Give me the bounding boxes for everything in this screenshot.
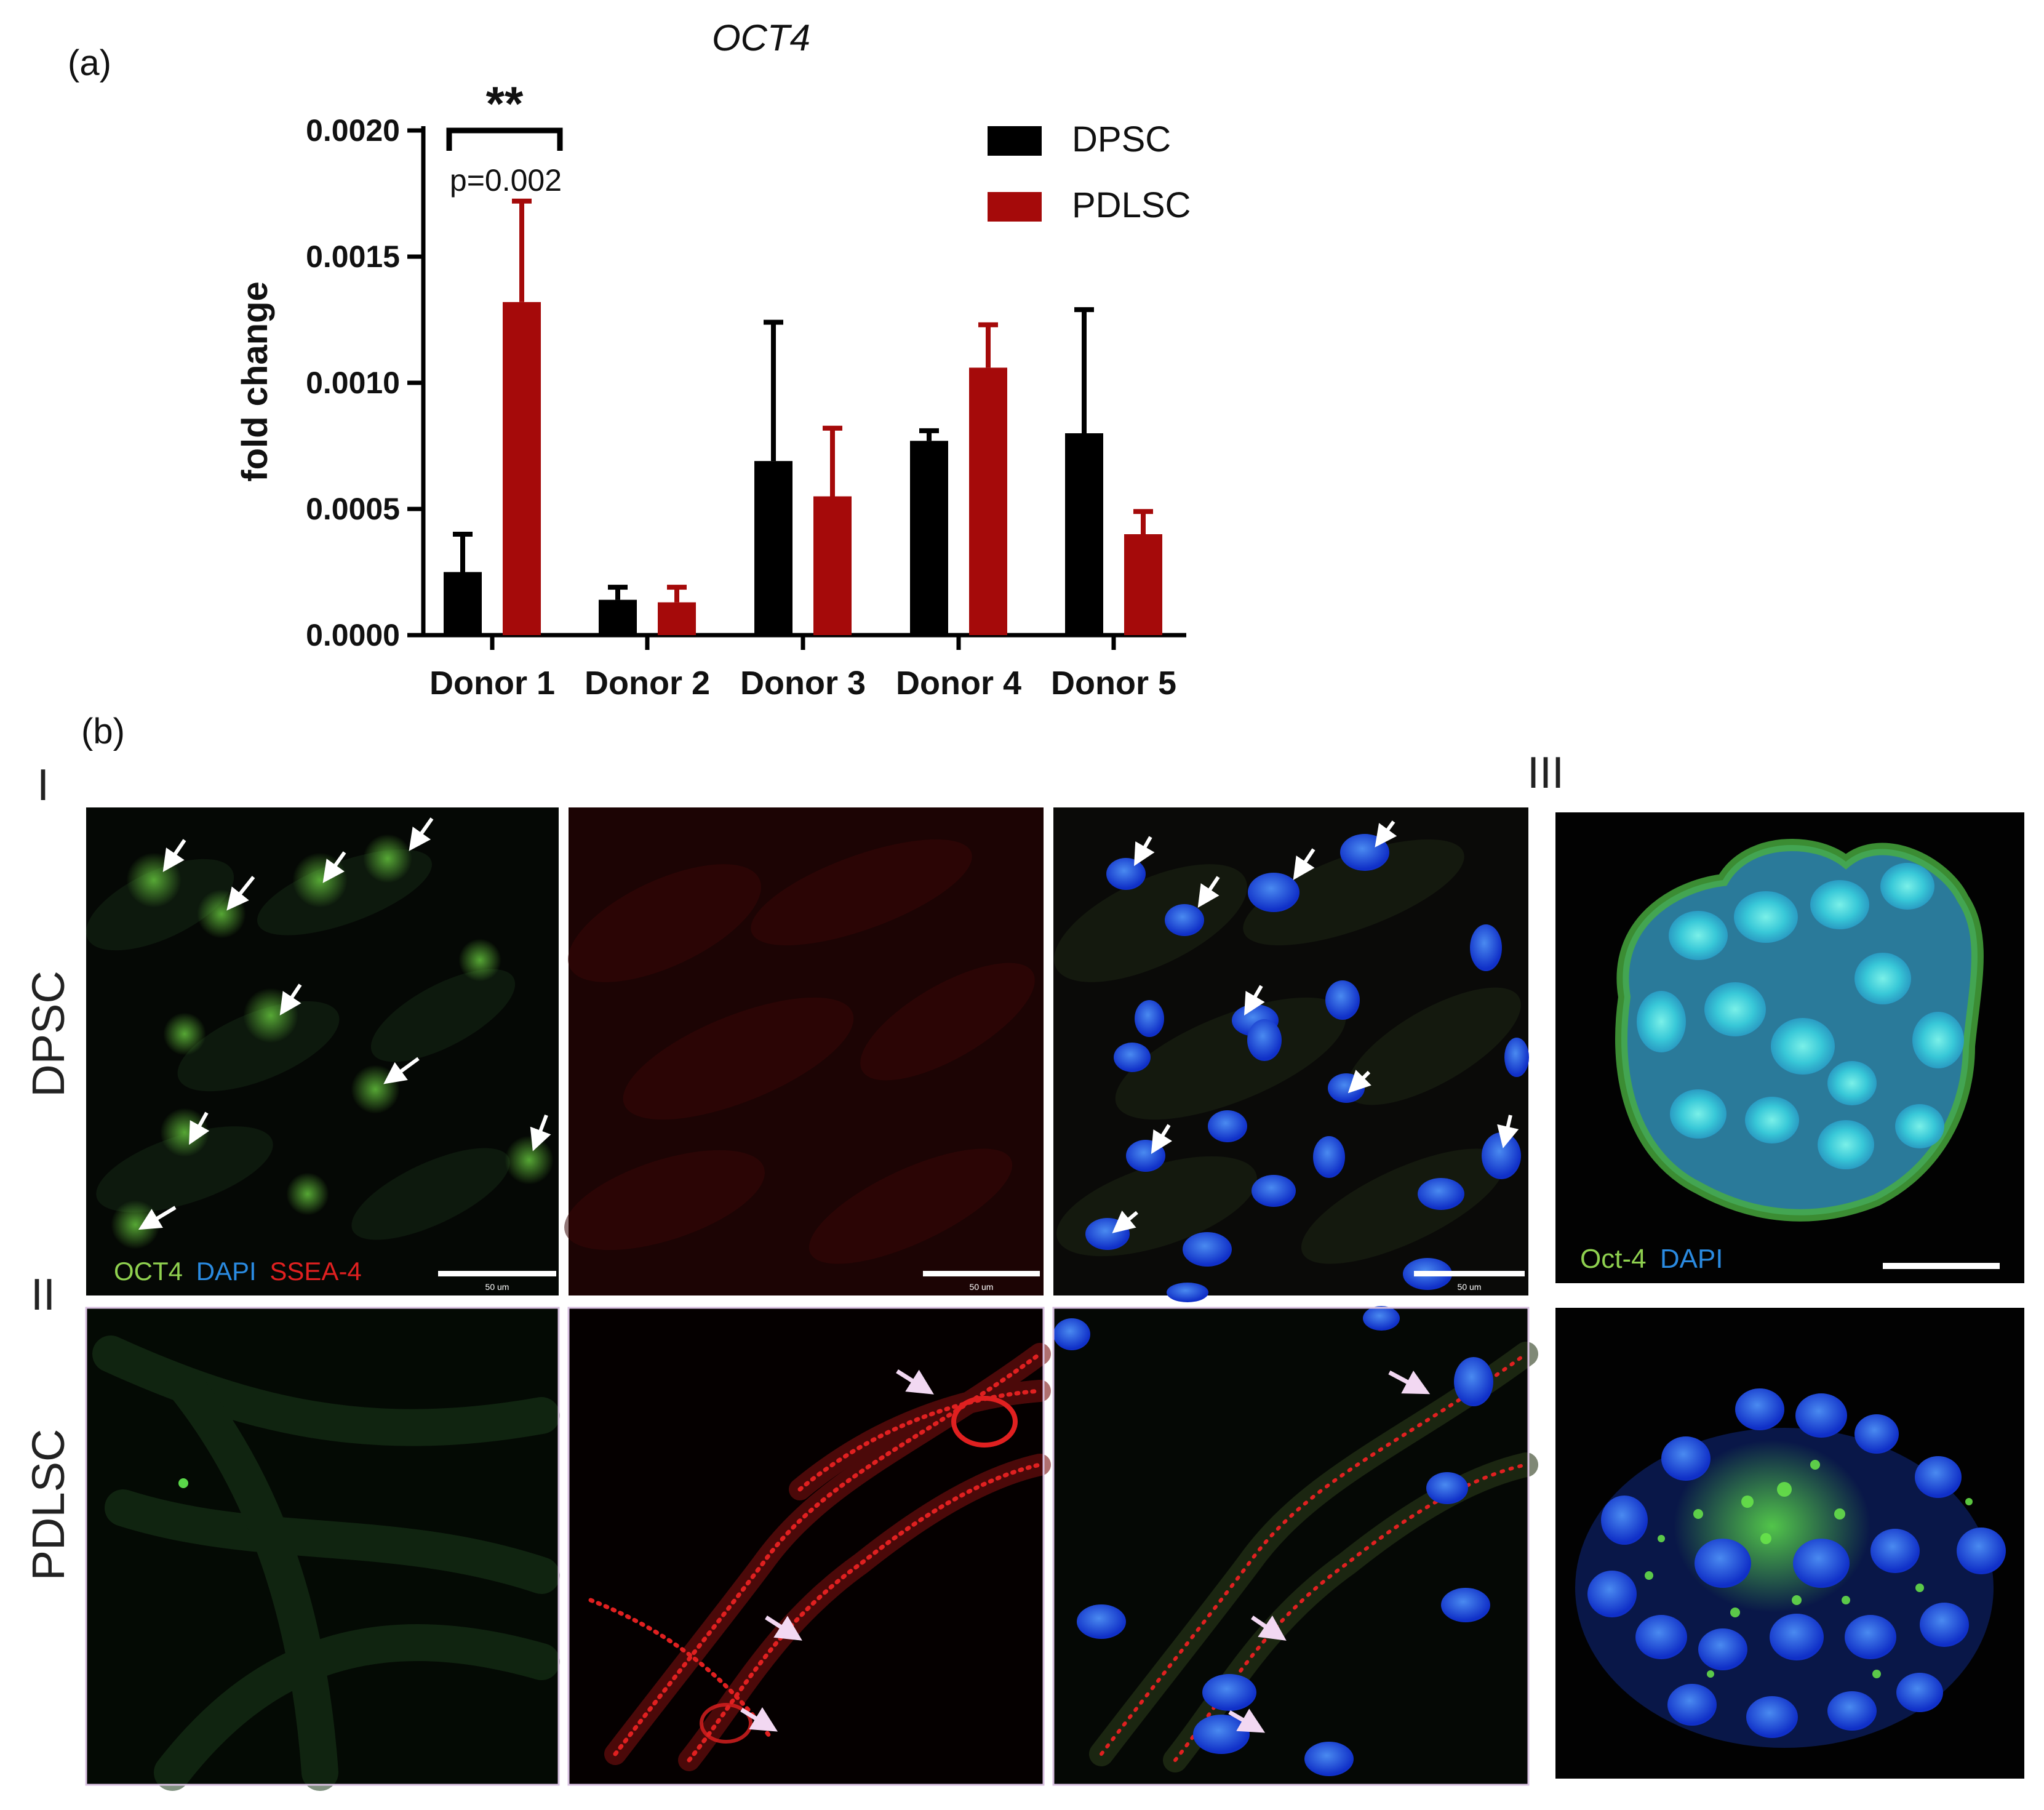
cell-type-label-dpsc: DPSC — [23, 971, 74, 1097]
chart-title: OCT4 — [712, 17, 810, 58]
scale-bar-text-2: 50 um — [970, 1282, 994, 1292]
row-label-ii: II — [31, 1270, 55, 1319]
cell-type-label-pdlsc: PDLSC — [23, 1429, 74, 1581]
significance-bracket — [446, 127, 563, 151]
stain-label-oct-4: Oct-4 — [1580, 1244, 1647, 1274]
stain-label-dapi: DAPI — [196, 1257, 257, 1286]
micrograph-pdlsc-ssea4 — [569, 1308, 1051, 1785]
bar-pdlsc-donor-2 — [658, 602, 696, 635]
scale-bar-3 — [1414, 1271, 1525, 1276]
legend-label-pdlsc: PDLSC — [1072, 185, 1191, 225]
legend-swatch-pdlsc — [988, 192, 1042, 222]
legend-label-dpsc: DPSC — [1072, 119, 1171, 159]
panel-a-label: (a) — [68, 43, 111, 83]
scale-bar-4 — [1883, 1263, 2000, 1269]
scale-bar-text-1: 50 um — [485, 1282, 509, 1292]
stain-label-dapi-2: DAPI — [1660, 1244, 1723, 1274]
y-tick-label: 0.0015 — [306, 239, 400, 274]
bar-dpsc-donor-2 — [599, 599, 637, 635]
micrograph-dpsc-oct4: OCT4 DAPI SSEA-4 50 um — [86, 807, 559, 1295]
scale-bar-2 — [923, 1271, 1040, 1276]
p-value: p=0.002 — [450, 163, 562, 198]
bar-dpsc-donor-1 — [444, 572, 482, 635]
micrograph-dpsc-spheroid: Oct-4 DAPI — [1555, 812, 2024, 1283]
legend-swatch-dpsc — [988, 126, 1042, 156]
stain-label-oct4: OCT4 — [114, 1257, 183, 1286]
x-tick-label: Donor 2 — [585, 665, 710, 702]
micrograph-dpsc-merge: 50 um — [1053, 807, 1529, 1302]
svg-text:Oct-4 DAPI: Oct-4 DAPI — [1580, 1244, 1723, 1274]
panel-b-label: (b) — [81, 711, 125, 751]
micrograph-pdlsc-merge — [1053, 1306, 1538, 1785]
row-label-iii: III — [1527, 748, 1564, 798]
svg-text:OCT4 DAPI SSEA-4: OCT4 DAPI SSEA-4 — [114, 1257, 362, 1286]
y-tick-label: 0.0020 — [306, 113, 400, 148]
micrograph-dpsc-ssea4: 50 um — [564, 807, 1044, 1295]
scale-bar-text-3: 50 um — [1458, 1282, 1482, 1292]
row-label-i: I — [37, 761, 49, 810]
y-tick-label: 0.0000 — [306, 618, 400, 652]
x-tick-label: Donor 3 — [740, 665, 866, 702]
bar-dpsc-donor-4 — [910, 441, 948, 635]
x-tick-label: Donor 1 — [429, 665, 555, 702]
y-tick-label: 0.0010 — [306, 366, 400, 400]
legend: DPSC PDLSC — [988, 119, 1191, 225]
micrograph-pdlsc-oct4 — [86, 1308, 560, 1791]
x-tick-label: Donor 5 — [1051, 665, 1176, 702]
scale-bar-1 — [438, 1271, 556, 1276]
bar-pdlsc-donor-5 — [1124, 534, 1162, 635]
bar-dpsc-donor-5 — [1065, 433, 1103, 635]
y-axis-label: fold change — [235, 281, 275, 481]
stain-label-ssea4: SSEA-4 — [269, 1257, 361, 1286]
bar-pdlsc-donor-4 — [969, 367, 1007, 635]
bar-pdlsc-donor-1 — [503, 302, 541, 635]
bar-dpsc-donor-3 — [754, 461, 792, 635]
panel-borders — [85, 1307, 1530, 1786]
bar-pdlsc-donor-3 — [813, 496, 852, 635]
significance-stars: ** — [486, 76, 524, 130]
micrograph-pdlsc-spheroid — [1555, 1308, 2024, 1779]
bar-chart: OCT4 fold change 0.0000 0.0005 0.0010 0.001… — [235, 17, 1191, 702]
y-tick-label: 0.0005 — [306, 492, 400, 526]
x-tick-label: Donor 4 — [896, 665, 1021, 702]
